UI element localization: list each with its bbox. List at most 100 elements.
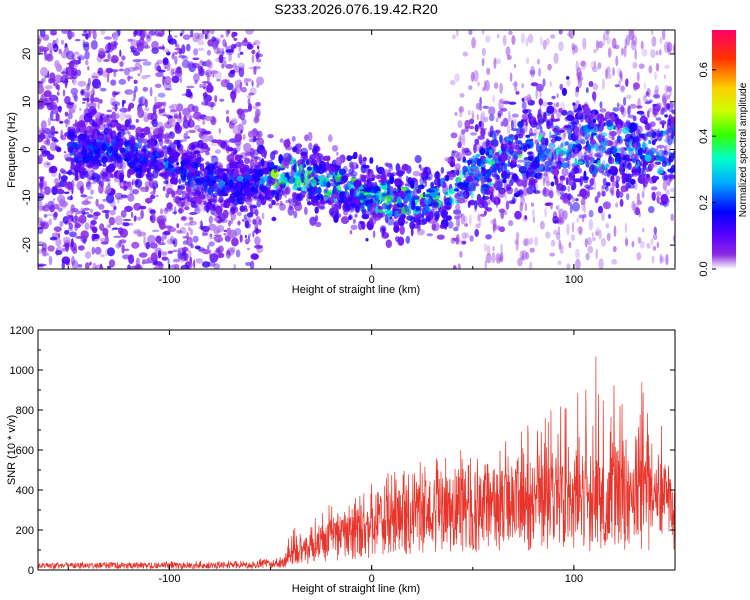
spectrogram-cell: [178, 54, 187, 59]
spectrogram-cell: [274, 202, 280, 206]
spectrogram-cell: [344, 204, 351, 211]
spectrogram-cell: [567, 160, 571, 170]
spectrogram-cell: [643, 134, 647, 142]
spectrogram-cell: [550, 239, 556, 247]
spectrogram-cell: [313, 151, 320, 156]
spectrogram-cell: [244, 238, 252, 243]
spectrogram-cell: [477, 135, 486, 140]
spectrogram-cell: [158, 161, 164, 171]
spectrogram-cell: [362, 156, 367, 162]
spectrogram-cell: [99, 99, 103, 104]
colorbar: 0.00.20.40.6 Normalized spectral amplitu…: [698, 30, 749, 277]
spectrogram-cell: [277, 168, 281, 172]
spectrogram-cell: [559, 83, 563, 91]
spectrogram-cell: [342, 175, 349, 182]
spectrogram-cell: [91, 119, 96, 128]
spectrogram-cell: [127, 90, 134, 94]
spectrogram-cell: [623, 96, 627, 106]
spectrogram-cell: [670, 213, 674, 222]
spectrogram-cell: [462, 165, 466, 172]
spectrogram-cell: [68, 108, 76, 114]
spectrogram-cell: [102, 198, 107, 202]
spectrogram-cell: [155, 235, 162, 244]
spectrogram-cell: [376, 194, 380, 201]
spectrogram-cell: [449, 161, 456, 168]
spectrogram-cell: [527, 33, 534, 44]
spectrogram-cell: [207, 261, 216, 267]
spectrogram-cell: [190, 119, 194, 128]
spectrogram-cell: [186, 43, 191, 52]
spectrogram-cell: [655, 62, 660, 72]
spectrogram-cell: [655, 103, 659, 115]
spectrogram-cell: [671, 109, 675, 115]
spectrogram-cell: [102, 163, 107, 167]
spectrogram-cell: [111, 111, 117, 121]
spectrogram-cell: [609, 165, 615, 172]
spectrogram-cell: [550, 202, 553, 210]
spectrogram-cell: [144, 131, 148, 136]
spectrogram-cell: [326, 181, 331, 188]
spectrogram-cell: [203, 201, 208, 206]
spectrogram-cell: [106, 138, 111, 143]
spectrogram-cell: [110, 79, 117, 86]
spectrogram-cell: [145, 241, 150, 250]
spectrogram-cell: [143, 236, 146, 246]
spectrogram-cell: [44, 85, 53, 90]
spectrogram-cell: [617, 67, 622, 77]
spectrogram-cell: [214, 235, 223, 243]
spectrogram-cell: [100, 30, 106, 35]
spectrogram-cell: [127, 264, 131, 269]
spectrogram-cell: [611, 258, 618, 265]
spectrogram-cell: [215, 139, 224, 144]
spectrogram-cell: [664, 64, 670, 70]
spectrogram-cell: [135, 126, 143, 136]
spectrogram-cell: [595, 123, 601, 127]
spectrogram-cell: [512, 81, 518, 87]
spectrogram-cell: [38, 206, 44, 212]
spectrogram-cell: [69, 31, 75, 38]
spectrogram-cell: [128, 134, 135, 144]
spectrogram-cell: [54, 203, 60, 210]
spectrogram-cell: [199, 60, 207, 64]
spectrogram-cell: [650, 122, 653, 131]
spectrogram-cell: [221, 144, 229, 150]
spectrogram-cell: [66, 181, 73, 190]
spectrogram-cell: [461, 148, 465, 158]
spectrogram-cell: [108, 129, 113, 133]
spectrogram-cell: [40, 120, 47, 130]
spectrogram-cell: [456, 30, 459, 37]
spectrogram-cell: [122, 219, 132, 221]
y-tick-label: 400: [16, 485, 34, 497]
spectrogram-cell: [635, 81, 638, 92]
spectrogram-cell: [560, 109, 568, 116]
spectrogram-cell: [162, 186, 166, 192]
spectrogram-cell: [475, 142, 481, 152]
spectrogram-cell: [605, 113, 608, 125]
spectrogram-cell: [195, 258, 203, 264]
spectrogram-cell: [452, 34, 456, 40]
spectrogram-cell: [250, 186, 256, 193]
spectrogram-cell: [601, 78, 605, 90]
spectrogram-cell: [525, 140, 533, 145]
spectrogram-cell: [219, 98, 225, 102]
spectrogram-cell: [538, 98, 543, 106]
spectrogram-cell: [174, 35, 178, 38]
spectrogram-cell: [612, 177, 615, 190]
spectrogram-cell: [254, 222, 259, 230]
spectrogram-cell: [480, 175, 485, 185]
spectrogram-cell: [557, 260, 562, 266]
spectrogram-cell: [112, 227, 119, 230]
spectrogram-cell: [38, 80, 43, 85]
spectrogram-cell: [555, 232, 561, 241]
spectrogram-cell: [95, 198, 99, 207]
spectrogram-cell: [94, 246, 102, 255]
spectrogram-cell: [163, 172, 168, 177]
spectrogram-cell: [175, 152, 179, 162]
spectrogram-cell: [566, 223, 570, 236]
spectrogram-cell: [119, 147, 126, 154]
spectrogram-cell: [406, 192, 411, 200]
spectrogram-cell: [669, 187, 675, 193]
spectrogram-cell: [654, 71, 657, 80]
spectrogram-cell: [162, 217, 167, 222]
